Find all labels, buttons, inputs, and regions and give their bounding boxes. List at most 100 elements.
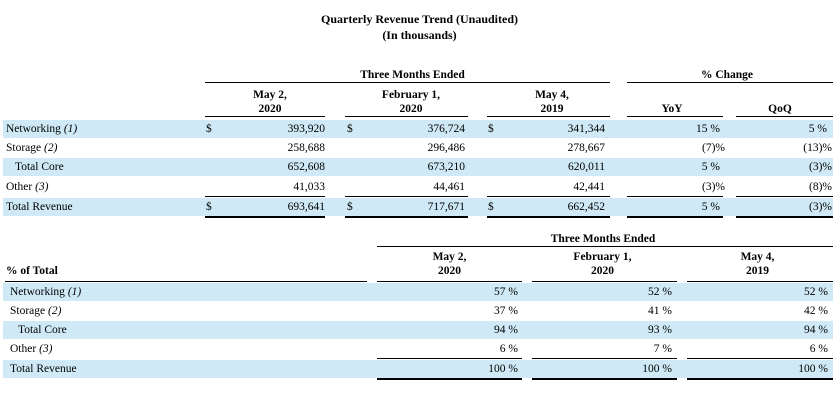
row-label-total-core: Total Core bbox=[15, 161, 64, 173]
cell-qoq: (13)% bbox=[803, 142, 832, 154]
col-rule bbox=[736, 116, 833, 117]
col-header-line: February 1, bbox=[381, 89, 441, 101]
col-header-feb-1-2020: February 1, 2020 bbox=[356, 88, 466, 116]
cell-value: 652,608 bbox=[287, 161, 325, 173]
col-rule bbox=[487, 116, 610, 117]
col-header-line: 2020 bbox=[399, 103, 423, 115]
cell-value: 693,641 bbox=[287, 201, 325, 213]
double-rule bbox=[345, 216, 468, 218]
cell-qoq: (8)% bbox=[809, 181, 832, 193]
col-rule bbox=[377, 281, 522, 282]
header-rule bbox=[205, 82, 610, 83]
col-header-yoy: YoY bbox=[661, 103, 683, 115]
cell-value: 52 % bbox=[804, 286, 828, 298]
cell-value: 341,344 bbox=[567, 123, 605, 135]
header-rule bbox=[377, 246, 833, 247]
col-header-may-2-2020: May 2, 2020 bbox=[392, 250, 507, 278]
col-header-feb-1-2020: February 1, 2020 bbox=[545, 250, 660, 278]
cell-value: 93 % bbox=[648, 324, 672, 336]
row-label-text: Storage bbox=[6, 142, 42, 154]
cell-value: 41,033 bbox=[293, 181, 325, 193]
cell-value: 100 % bbox=[642, 363, 672, 375]
row-label-other: Other (3) bbox=[10, 340, 52, 358]
currency-symbol: $ bbox=[488, 201, 494, 213]
cell-value: 100 % bbox=[488, 363, 518, 375]
currency-symbol: $ bbox=[347, 123, 353, 135]
cell-value: 620,011 bbox=[568, 161, 605, 173]
col-rule bbox=[5, 281, 367, 282]
cell-value: 94 % bbox=[804, 324, 828, 336]
row-label-networking: Networking (1) bbox=[6, 120, 77, 138]
cell-yoy: 5 % bbox=[701, 161, 720, 173]
cell-qoq: (3)% bbox=[809, 201, 832, 213]
col-header-may-4-2019: May 4, 2019 bbox=[700, 250, 815, 278]
table-row-highlight bbox=[3, 158, 833, 176]
total-rule bbox=[687, 358, 833, 359]
row-label-storage: Storage (2) bbox=[6, 139, 57, 157]
row-label-text: Other bbox=[10, 343, 37, 355]
col-header-line: May 2, bbox=[432, 251, 467, 263]
table-row-highlight bbox=[3, 360, 833, 378]
col-header-line: May 2, bbox=[253, 89, 287, 101]
currency-symbol: $ bbox=[206, 123, 212, 135]
cell-value: 94 % bbox=[494, 324, 518, 336]
row-footnote: (3) bbox=[35, 181, 49, 193]
col-rule bbox=[205, 116, 325, 117]
col-header-line: 2019 bbox=[540, 103, 564, 115]
total-rule bbox=[205, 196, 325, 197]
cell-value: 52 % bbox=[648, 286, 672, 298]
row-label-text: Networking bbox=[6, 123, 61, 135]
cell-value: 100 % bbox=[798, 363, 828, 375]
col-rule bbox=[345, 116, 468, 117]
page-subtitle: (In thousands) bbox=[382, 28, 457, 42]
col-header-line: 2020 bbox=[591, 265, 614, 277]
total-rule bbox=[627, 196, 723, 197]
row-footnote: (2) bbox=[44, 142, 58, 154]
currency-symbol: $ bbox=[347, 201, 353, 213]
total-rule bbox=[487, 196, 610, 197]
col-header-may-4-2019: May 4, 2019 bbox=[497, 88, 607, 116]
table-row-highlight bbox=[3, 283, 833, 301]
cell-value: 278,667 bbox=[567, 142, 605, 154]
row-footnote: (2) bbox=[48, 305, 62, 317]
cell-value: 717,671 bbox=[427, 201, 465, 213]
page-title: Quarterly Revenue Trend (Unaudited) bbox=[321, 12, 518, 26]
cell-value: 6 % bbox=[809, 343, 828, 355]
cell-value: 44,461 bbox=[433, 181, 465, 193]
row-label-text: Networking bbox=[10, 286, 65, 298]
header-rule bbox=[627, 82, 833, 83]
percent-change-header: % Change bbox=[700, 69, 754, 81]
double-rule bbox=[627, 216, 723, 218]
row-footnote: (1) bbox=[63, 123, 78, 135]
cell-value: 7 % bbox=[653, 343, 672, 355]
row-label-total-revenue: Total Revenue bbox=[6, 201, 73, 213]
row-label-other: Other (3) bbox=[6, 178, 48, 196]
cell-yoy: 15 % bbox=[696, 123, 720, 135]
row-label-total-core: Total Core bbox=[18, 324, 67, 336]
col-header-line: 2019 bbox=[746, 265, 769, 277]
three-months-ended-header: Three Months Ended bbox=[550, 233, 656, 245]
table-row-highlight bbox=[3, 120, 833, 138]
col-header-line: 2020 bbox=[438, 265, 461, 277]
total-rule bbox=[377, 358, 522, 359]
double-rule bbox=[377, 378, 522, 380]
row-label-text: Other bbox=[6, 181, 33, 193]
col-rule bbox=[687, 281, 833, 282]
cell-value: 376,724 bbox=[427, 123, 465, 135]
cell-value: 37 % bbox=[494, 305, 518, 317]
total-rule bbox=[532, 358, 677, 359]
cell-value: 393,920 bbox=[287, 123, 325, 135]
cell-value: 42,441 bbox=[573, 181, 605, 193]
col-header-line: May 4, bbox=[535, 89, 569, 101]
col-header-line: May 4, bbox=[740, 251, 775, 263]
double-rule bbox=[687, 378, 833, 380]
double-rule bbox=[205, 216, 325, 218]
cell-value: 662,452 bbox=[567, 201, 605, 213]
cell-value: 258,688 bbox=[287, 142, 325, 154]
double-rule bbox=[487, 216, 610, 218]
currency-symbol: $ bbox=[206, 201, 212, 213]
row-label-networking: Networking (1) bbox=[10, 283, 81, 301]
cell-qoq: 5 % bbox=[808, 123, 827, 135]
row-footnote: (3) bbox=[39, 343, 53, 355]
row-label-total-revenue: Total Revenue bbox=[10, 363, 77, 375]
